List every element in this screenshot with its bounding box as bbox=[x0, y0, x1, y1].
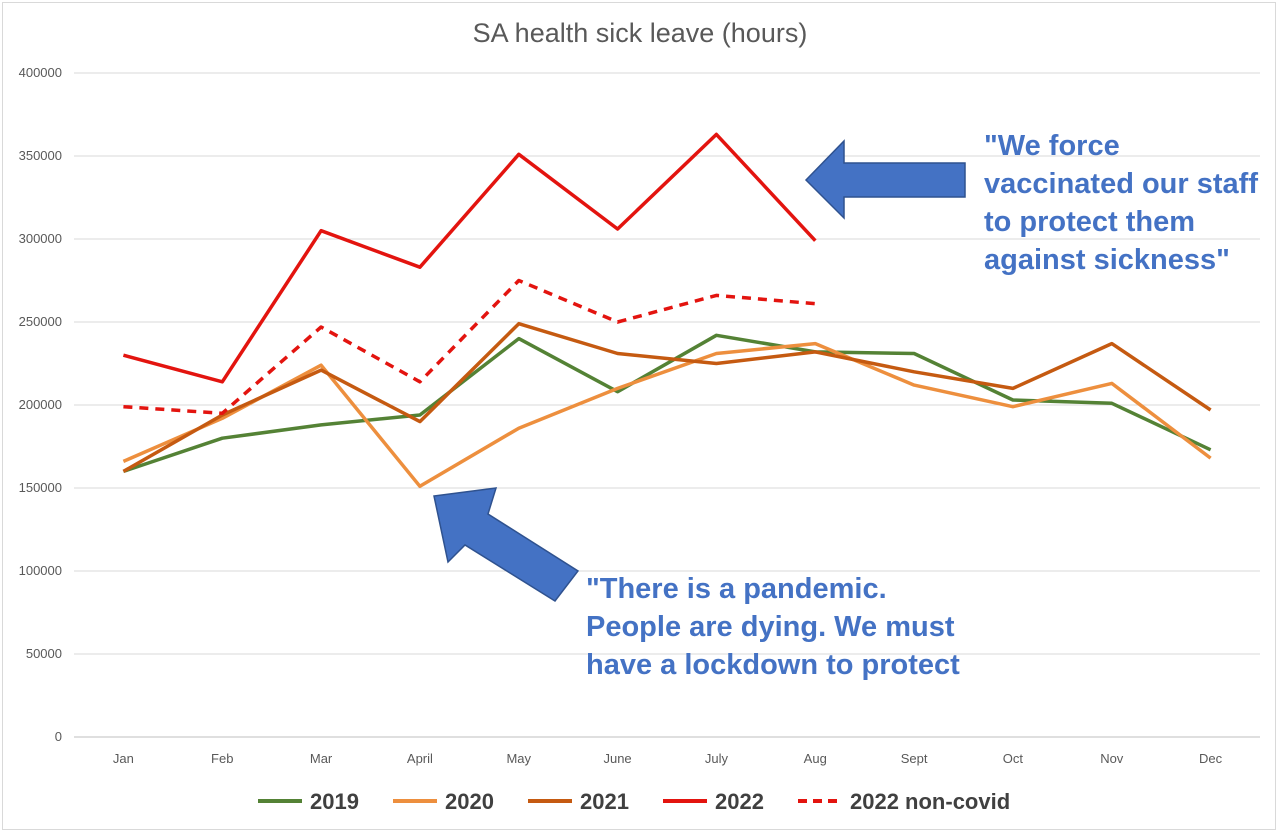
y-tick-label: 350000 bbox=[19, 148, 62, 163]
x-tick-label: June bbox=[603, 751, 631, 766]
x-tick-label: Sept bbox=[901, 751, 928, 766]
series-line-2021 bbox=[122, 321, 1212, 473]
y-tick-label: 0 bbox=[55, 729, 62, 744]
y-tick-label: 100000 bbox=[19, 563, 62, 578]
x-tick-label: Nov bbox=[1100, 751, 1124, 766]
x-tick-label: Aug bbox=[804, 751, 827, 766]
y-tick-label: 50000 bbox=[26, 646, 62, 661]
legend-label: 2019 bbox=[310, 789, 359, 814]
y-tick-label: 300000 bbox=[19, 231, 62, 246]
series-line-2019 bbox=[122, 333, 1212, 474]
arrow-left-icon bbox=[804, 139, 966, 220]
annotation-arrows bbox=[433, 139, 966, 602]
series-line-2020 bbox=[122, 341, 1212, 489]
x-tick-label: Mar bbox=[310, 751, 333, 766]
series-lines bbox=[122, 132, 1212, 489]
chart-title: SA health sick leave (hours) bbox=[472, 18, 808, 48]
arrow-up-left-icon bbox=[433, 487, 580, 602]
y-tick-label: 400000 bbox=[19, 65, 62, 80]
legend: 2019 2020 2021 2022 2022 non-covid bbox=[258, 789, 1010, 814]
x-tick-label: April bbox=[407, 751, 433, 766]
legend-label: 2022 bbox=[715, 789, 764, 814]
x-tick-label: Dec bbox=[1199, 751, 1223, 766]
legend-label: 2021 bbox=[580, 789, 629, 814]
x-tick-label: May bbox=[506, 751, 531, 766]
y-tick-label: 150000 bbox=[19, 480, 62, 495]
series-line-2022 bbox=[122, 132, 817, 384]
y-tick-label: 200000 bbox=[19, 397, 62, 412]
legend-label: 2022 non-covid bbox=[850, 789, 1010, 814]
y-axis-ticks: 0 50000 100000 150000 200000 250000 300000 3500… bbox=[19, 65, 62, 744]
x-tick-label: Jan bbox=[113, 751, 134, 766]
x-tick-label: July bbox=[705, 751, 729, 766]
y-tick-label: 250000 bbox=[19, 314, 62, 329]
series-line-2022-non-covid bbox=[123, 278, 816, 416]
x-tick-label: Oct bbox=[1003, 751, 1024, 766]
legend-label: 2020 bbox=[445, 789, 494, 814]
x-tick-label: Feb bbox=[211, 751, 233, 766]
annotation-pandemic-quote: "There is a pandemic. People are dying. … bbox=[586, 573, 960, 681]
x-axis-ticks: Jan Feb Mar April May June July Aug Sept Oct Nov De… bbox=[113, 751, 1223, 766]
gridlines bbox=[74, 72, 1260, 738]
annotation-vaccine-quote: "We force vaccinated our staff to protec… bbox=[984, 130, 1258, 276]
